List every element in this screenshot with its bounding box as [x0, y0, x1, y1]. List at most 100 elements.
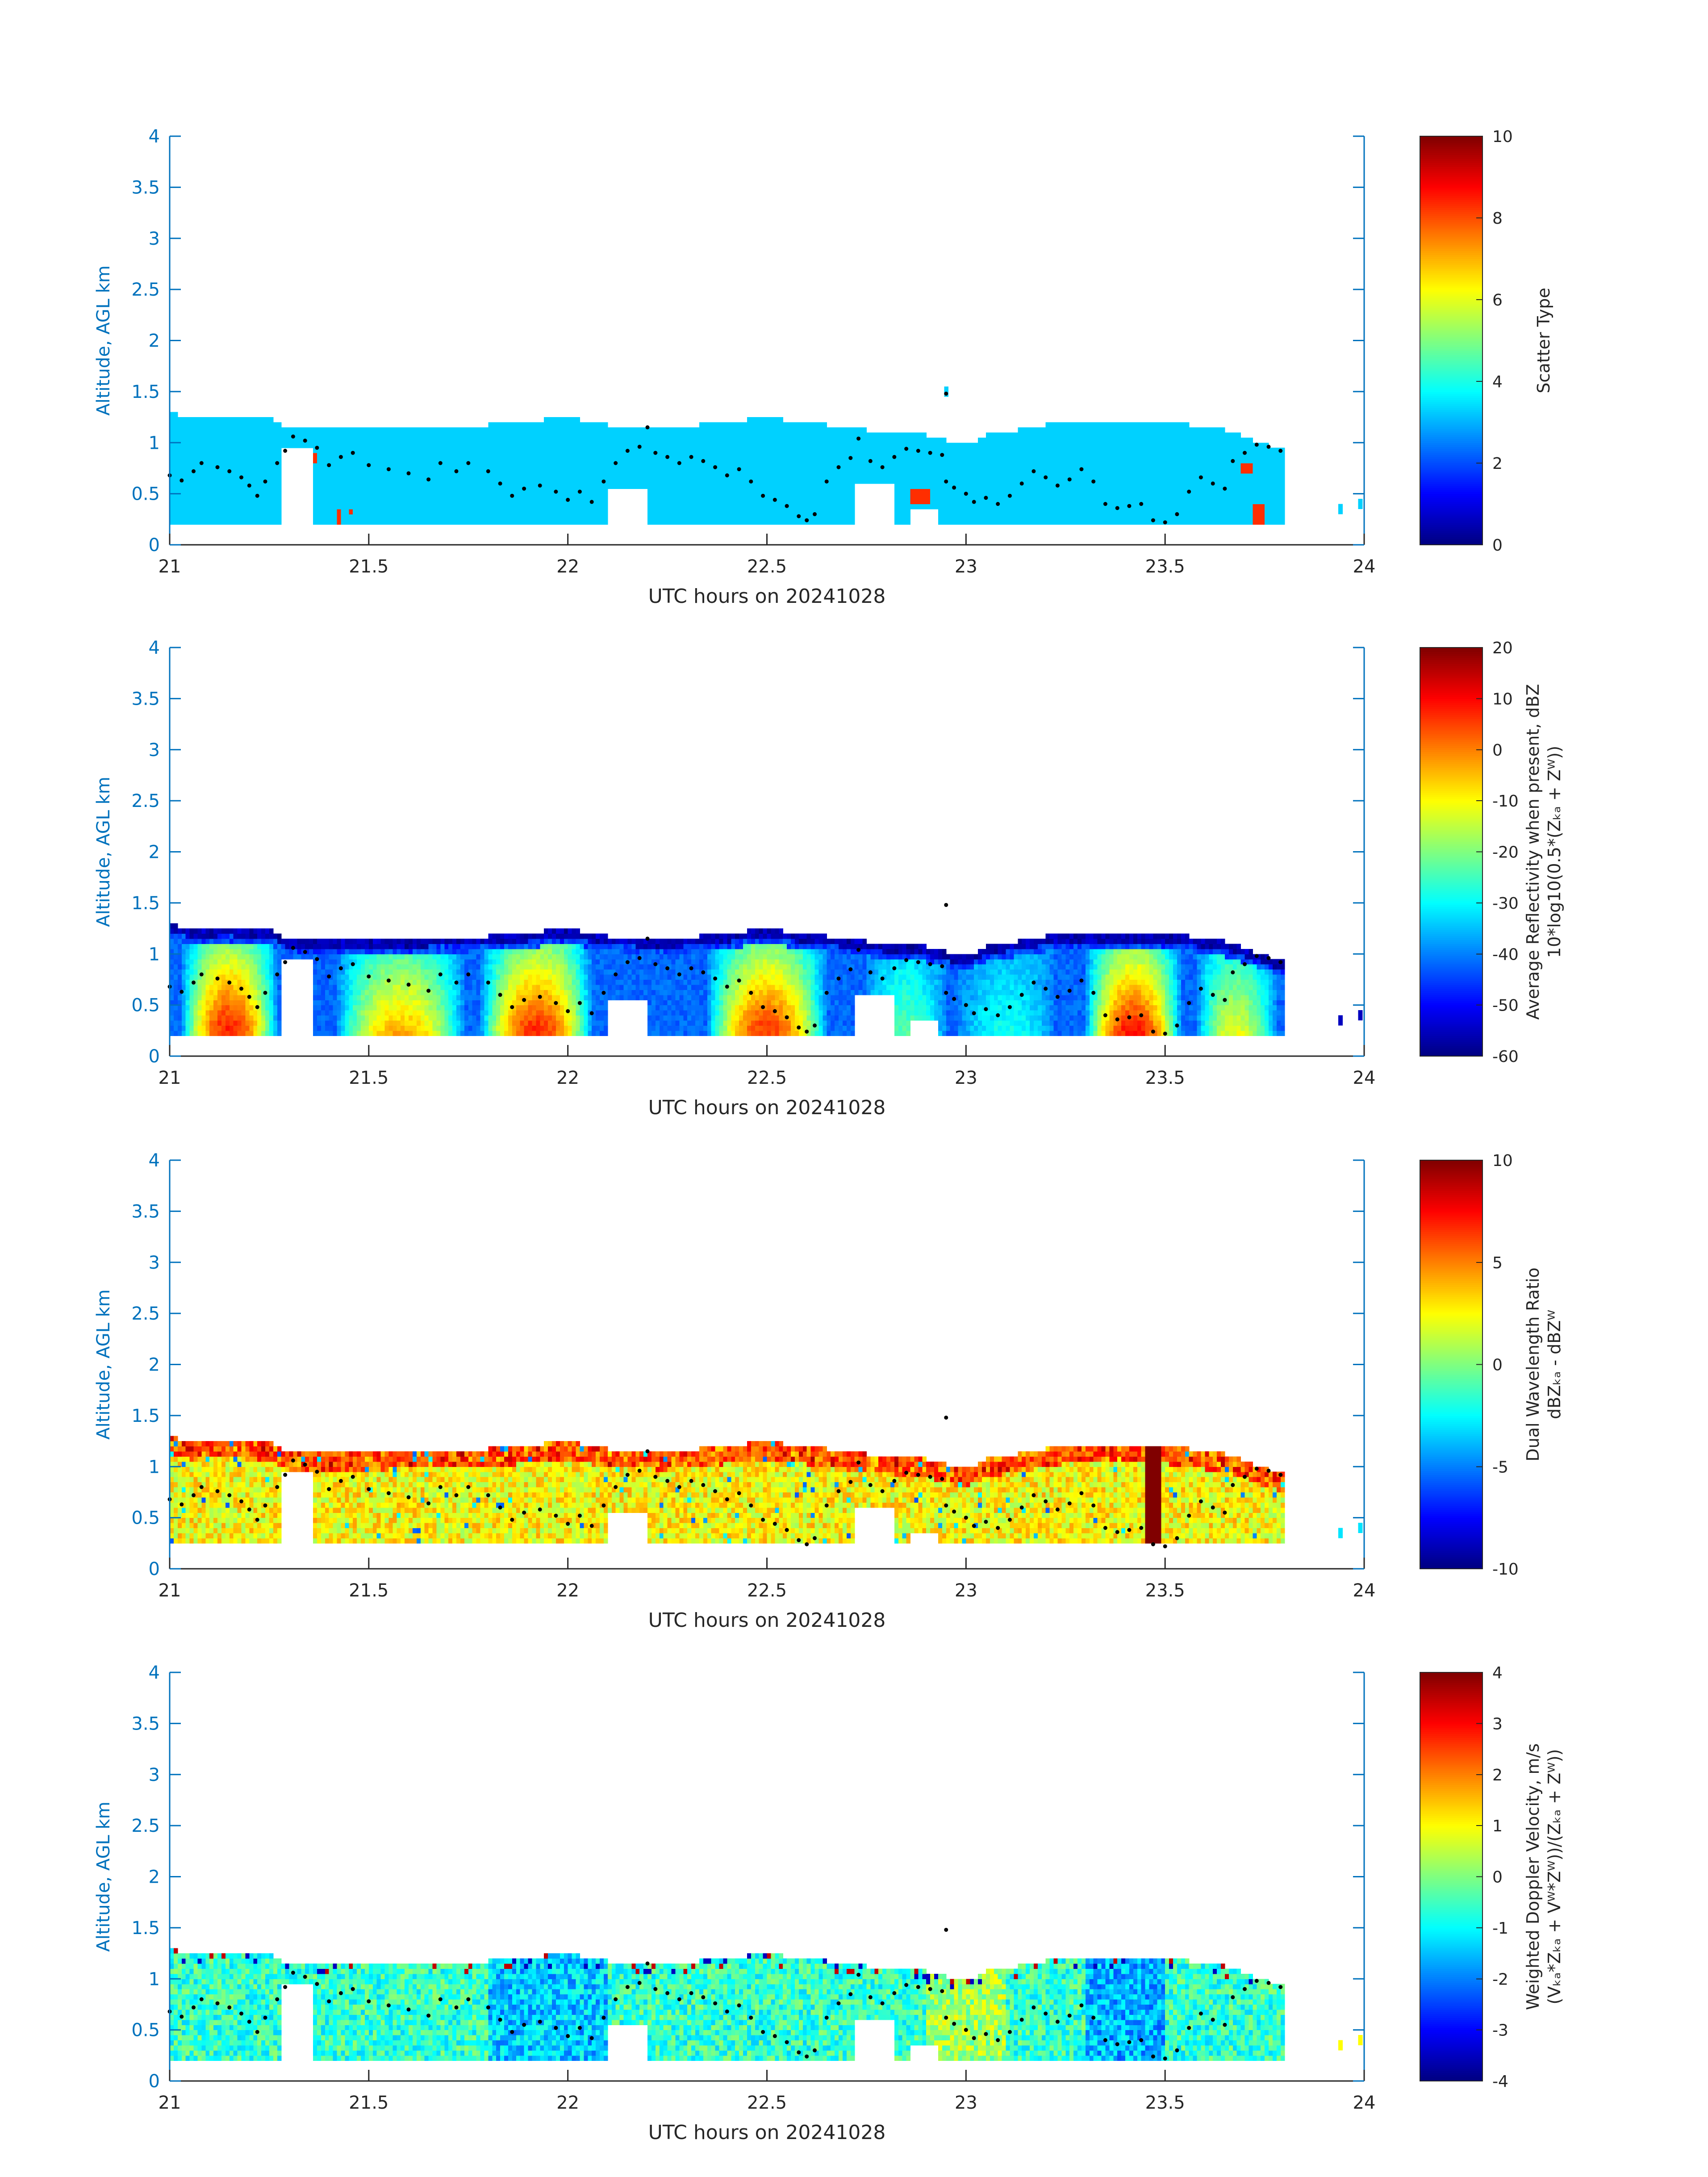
heatmap-cell [1113, 473, 1118, 479]
heatmap-cell [555, 437, 560, 443]
heatmap-cell [560, 473, 564, 479]
heatmap-cell [416, 463, 421, 468]
heatmap-cell [882, 468, 887, 474]
heatmap-cell [257, 427, 262, 433]
heatmap-cell [337, 458, 341, 464]
heatmap-cell [436, 509, 441, 514]
heatmap-cell [763, 514, 768, 520]
heatmap-cell [703, 443, 708, 448]
heatmap-cell [1026, 427, 1030, 433]
heatmap-cell [1113, 504, 1118, 510]
heatmap-cell [580, 453, 584, 459]
heatmap-cell [313, 468, 317, 474]
heatmap-cell [349, 489, 353, 494]
heatmap-cell [986, 493, 990, 499]
heatmap-cell [767, 493, 771, 499]
heatmap-cell [532, 514, 536, 520]
heatmap-cell [409, 478, 413, 484]
heatmap-cell [962, 447, 966, 453]
heatmap-cell [1033, 473, 1038, 479]
heatmap-cell [711, 478, 716, 484]
heatmap-cell [787, 473, 791, 479]
heatmap-cell [890, 478, 895, 484]
heatmap-cell [189, 499, 194, 505]
heatmap-cell [1077, 463, 1082, 468]
heatmap-cell [472, 458, 477, 464]
heatmap-cell [655, 432, 660, 438]
heatmap-cell [910, 458, 915, 464]
heatmap-cell [1209, 468, 1213, 474]
heatmap-cell [1145, 509, 1150, 514]
heatmap-cell [261, 473, 266, 479]
heatmap-cell [596, 499, 600, 505]
heatmap-cell [659, 473, 664, 479]
heatmap-cell [357, 473, 361, 479]
heatmap-cell [767, 463, 771, 468]
heatmap-cell [496, 473, 501, 479]
heatmap-cell [839, 458, 843, 464]
heatmap-cell [1201, 458, 1205, 464]
heatmap-cell [253, 458, 258, 464]
heatmap-cell [982, 489, 986, 494]
heatmap-cell [1049, 458, 1054, 464]
heatmap-cell [1193, 463, 1198, 468]
heatmap-cell [603, 514, 608, 520]
heatmap-cell [1085, 427, 1090, 433]
heatmap-cell [1117, 463, 1122, 468]
heatmap-cell [819, 468, 823, 474]
heatmap-cell [1161, 504, 1165, 510]
heatmap-cell [1153, 443, 1157, 448]
heatmap-cell [341, 478, 345, 484]
heatmap-cell [325, 514, 330, 520]
heatmap-cell [779, 489, 783, 494]
heatmap-cell [827, 437, 831, 443]
heatmap-cell [651, 473, 656, 479]
heatmap-cell [173, 499, 178, 505]
heatmap-cell [962, 509, 966, 514]
heatmap-cell [269, 478, 274, 484]
heatmap-cell [520, 504, 525, 510]
heatmap-cell [476, 443, 481, 448]
heatmap-cell [1217, 458, 1221, 464]
heatmap-cell [508, 463, 513, 468]
heatmap-cell [277, 453, 282, 459]
heatmap-cell [882, 458, 887, 464]
heatmap-cell [277, 447, 282, 453]
heatmap-cell [1169, 478, 1173, 484]
heatmap-cell [197, 443, 202, 448]
heatmap-cell [814, 463, 819, 468]
heatmap-cell [1232, 509, 1237, 514]
heatmap-cell [794, 468, 799, 474]
heatmap-cell [1089, 468, 1094, 474]
heatmap-cell [1201, 427, 1205, 433]
heatmap-cell [603, 499, 608, 505]
heatmap-cell [197, 499, 202, 505]
heatmap-cell [364, 499, 369, 505]
heatmap-cell [994, 447, 998, 453]
heatmap-cell [261, 447, 266, 453]
heatmap-cell [946, 468, 951, 474]
heatmap-cell [1037, 493, 1042, 499]
heatmap-cell [703, 478, 708, 484]
heatmap-cell [655, 473, 660, 479]
heatmap-cell [1221, 478, 1225, 484]
heatmap-cell [1113, 458, 1118, 464]
heatmap-cell [580, 473, 584, 479]
heatmap-cell [707, 447, 712, 453]
heatmap-cell [436, 453, 441, 459]
heatmap-cell [1145, 427, 1150, 433]
heatmap-cell [1169, 493, 1173, 499]
heatmap-cell [229, 519, 234, 525]
heatmap-cell [516, 514, 521, 520]
heatmap-cell [257, 473, 262, 479]
heatmap-cell [448, 432, 453, 438]
heatmap-cell [743, 499, 748, 505]
heatmap-cell [520, 463, 525, 468]
heatmap-cell [337, 427, 341, 433]
heatmap-cell [572, 447, 576, 453]
heatmap-cell [1057, 463, 1062, 468]
heatmap-cell [611, 458, 616, 464]
heatmap-cell [667, 499, 672, 505]
heatmap-cell [380, 463, 385, 468]
heatmap-cell [854, 458, 859, 464]
